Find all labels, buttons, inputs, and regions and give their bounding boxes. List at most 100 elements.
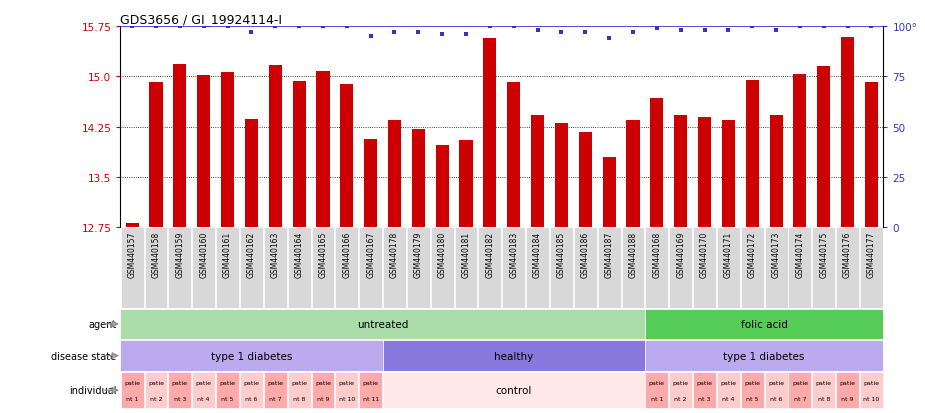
Text: patie: patie xyxy=(768,380,784,385)
Text: GSM440170: GSM440170 xyxy=(700,231,709,278)
Bar xyxy=(126,223,139,228)
Text: patie: patie xyxy=(172,380,188,385)
Text: type 1 diabetes: type 1 diabetes xyxy=(211,351,292,361)
FancyBboxPatch shape xyxy=(788,228,811,309)
FancyBboxPatch shape xyxy=(574,228,597,309)
Point xyxy=(864,24,879,30)
FancyBboxPatch shape xyxy=(312,228,335,309)
Text: GSM440160: GSM440160 xyxy=(199,231,208,278)
Bar xyxy=(316,72,329,228)
Text: GSM440171: GSM440171 xyxy=(724,231,733,277)
FancyBboxPatch shape xyxy=(336,228,358,309)
FancyBboxPatch shape xyxy=(168,228,191,309)
FancyBboxPatch shape xyxy=(264,372,287,408)
FancyBboxPatch shape xyxy=(336,372,358,408)
FancyBboxPatch shape xyxy=(550,228,573,309)
Bar xyxy=(150,83,163,228)
Text: patie: patie xyxy=(124,380,141,385)
Point xyxy=(769,28,783,34)
Text: control: control xyxy=(496,385,532,395)
Text: untreated: untreated xyxy=(357,319,408,329)
Bar xyxy=(746,81,758,228)
Text: nt 1: nt 1 xyxy=(650,396,663,401)
FancyBboxPatch shape xyxy=(168,372,191,408)
Point xyxy=(387,30,401,36)
Text: nt 1: nt 1 xyxy=(126,396,139,401)
Text: patie: patie xyxy=(291,380,307,385)
FancyBboxPatch shape xyxy=(765,228,787,309)
Point xyxy=(291,24,306,30)
FancyBboxPatch shape xyxy=(383,341,645,371)
Text: patie: patie xyxy=(219,380,236,385)
Bar xyxy=(722,121,735,228)
Point xyxy=(483,24,498,30)
FancyBboxPatch shape xyxy=(359,228,382,309)
Text: GSM440179: GSM440179 xyxy=(413,231,423,278)
Text: GSM440165: GSM440165 xyxy=(318,231,327,278)
Bar xyxy=(674,116,687,228)
Text: GSM440175: GSM440175 xyxy=(820,231,828,278)
Point xyxy=(459,31,474,38)
FancyBboxPatch shape xyxy=(407,228,430,309)
Text: GSM440173: GSM440173 xyxy=(771,231,781,278)
Text: nt 9: nt 9 xyxy=(842,396,854,401)
Bar xyxy=(484,39,497,228)
Bar xyxy=(197,76,210,228)
FancyBboxPatch shape xyxy=(812,228,835,309)
FancyBboxPatch shape xyxy=(120,309,645,339)
Text: GSM440187: GSM440187 xyxy=(605,231,613,277)
FancyBboxPatch shape xyxy=(454,228,477,309)
FancyBboxPatch shape xyxy=(431,228,453,309)
FancyBboxPatch shape xyxy=(502,228,525,309)
Text: GSM440167: GSM440167 xyxy=(366,231,376,278)
FancyBboxPatch shape xyxy=(120,341,383,371)
Text: agent: agent xyxy=(88,319,117,329)
FancyBboxPatch shape xyxy=(669,372,692,408)
Point xyxy=(840,24,855,30)
Point xyxy=(339,24,354,30)
Text: healthy: healthy xyxy=(494,351,534,361)
Point xyxy=(793,24,808,30)
FancyBboxPatch shape xyxy=(526,228,549,309)
Bar xyxy=(173,65,187,228)
Point xyxy=(673,28,688,34)
FancyBboxPatch shape xyxy=(144,372,167,408)
Text: nt 9: nt 9 xyxy=(316,396,329,401)
FancyBboxPatch shape xyxy=(693,228,716,309)
Bar xyxy=(436,145,449,228)
Point xyxy=(506,24,521,30)
Text: patie: patie xyxy=(792,380,808,385)
Text: GSM440188: GSM440188 xyxy=(628,231,637,277)
Text: patie: patie xyxy=(339,380,355,385)
Text: GSM440169: GSM440169 xyxy=(676,231,685,278)
FancyBboxPatch shape xyxy=(646,228,668,309)
Text: nt 2: nt 2 xyxy=(674,396,687,401)
FancyBboxPatch shape xyxy=(264,228,287,309)
Bar xyxy=(650,99,663,228)
FancyBboxPatch shape xyxy=(240,228,263,309)
FancyBboxPatch shape xyxy=(144,228,167,309)
Text: disease state: disease state xyxy=(51,351,117,361)
Text: GSM440157: GSM440157 xyxy=(128,231,137,278)
FancyBboxPatch shape xyxy=(240,372,263,408)
Text: nt 6: nt 6 xyxy=(770,396,783,401)
Bar xyxy=(245,120,258,228)
Text: nt 8: nt 8 xyxy=(293,396,305,401)
Text: GSM440176: GSM440176 xyxy=(843,231,852,278)
FancyBboxPatch shape xyxy=(383,372,645,408)
FancyBboxPatch shape xyxy=(765,372,787,408)
Text: GSM440159: GSM440159 xyxy=(176,231,184,278)
FancyBboxPatch shape xyxy=(121,372,143,408)
FancyBboxPatch shape xyxy=(645,341,883,371)
Text: patie: patie xyxy=(697,380,712,385)
Text: type 1 diabetes: type 1 diabetes xyxy=(723,351,805,361)
Text: nt 4: nt 4 xyxy=(197,396,210,401)
Text: patie: patie xyxy=(672,380,689,385)
FancyBboxPatch shape xyxy=(645,309,883,339)
FancyBboxPatch shape xyxy=(836,228,859,309)
FancyBboxPatch shape xyxy=(312,372,335,408)
Bar xyxy=(770,115,783,228)
FancyBboxPatch shape xyxy=(717,372,740,408)
Bar xyxy=(602,157,616,228)
Text: folic acid: folic acid xyxy=(741,319,787,329)
